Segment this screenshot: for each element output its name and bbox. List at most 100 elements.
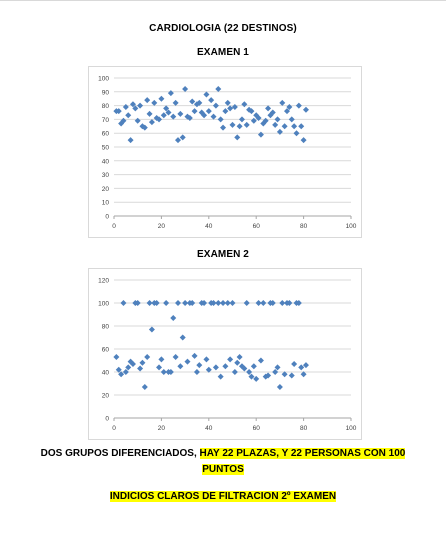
- exam2-data-point: [170, 314, 177, 321]
- exam1-data-point: [227, 105, 234, 112]
- exam1-x-tick-label: 0: [112, 223, 116, 230]
- exam1-data-point: [222, 108, 229, 115]
- exam2-data-point: [227, 356, 234, 363]
- exam1-data-point: [229, 121, 236, 128]
- exam1-data-point: [160, 112, 167, 119]
- exam1-data-point: [210, 113, 217, 120]
- exam1-data-point: [167, 90, 174, 97]
- exam2-data-point: [153, 300, 160, 306]
- exam2-data-point: [274, 364, 281, 371]
- exam1-data-point: [144, 97, 151, 104]
- exam1-data-point: [262, 117, 269, 124]
- exam2-data-point: [257, 357, 264, 364]
- exam2-data-point: [260, 300, 267, 306]
- exam2-data-point: [210, 300, 217, 306]
- exam1-data-point: [236, 123, 243, 130]
- exam1-data-point: [172, 99, 179, 106]
- exam2-data-point: [146, 300, 153, 306]
- exam1-x-tick-label: 60: [253, 223, 261, 230]
- conclusion-highlight-line2: PUNTOS: [202, 464, 244, 475]
- exam2-data-point: [174, 300, 181, 306]
- exam2-y-tick-label: 120: [98, 278, 109, 285]
- exam1-y-tick-label: 50: [102, 145, 110, 152]
- exam2-data-point: [253, 375, 260, 382]
- exam2-data-point: [141, 383, 148, 390]
- exam1-y-tick-label: 90: [102, 89, 110, 96]
- exam1-data-point: [293, 130, 300, 137]
- exam1-data-point: [137, 102, 144, 109]
- exam1-data-point: [217, 116, 224, 123]
- exam1-data-point: [201, 112, 208, 119]
- exam2-data-point: [248, 373, 255, 380]
- exam1-data-point: [182, 86, 189, 93]
- exam2-data-point: [246, 369, 253, 375]
- exam2-data-point: [172, 354, 179, 361]
- exam2-y-tick-label: 0: [105, 416, 109, 423]
- exam2-x-tick-label: 20: [158, 425, 166, 432]
- exam2-data-point: [205, 366, 212, 373]
- document-title: CARDIOLOGIA (22 DESTINOS): [149, 23, 297, 34]
- exam1-data-point: [134, 117, 141, 124]
- exam2-data-point: [196, 362, 203, 369]
- exam2-x-tick-label: 100: [346, 425, 357, 432]
- exam1-data-point: [248, 108, 255, 115]
- exam2-data-point: [302, 362, 309, 369]
- exam2-x-tick-label: 60: [253, 425, 261, 432]
- exam1-data-point: [284, 108, 291, 115]
- exam1-data-point: [120, 117, 127, 124]
- exam2-data-point: [298, 364, 305, 371]
- exam1-data-point: [250, 117, 257, 124]
- exam1-y-tick-label: 0: [105, 214, 109, 221]
- indicator-text: INDICIOS CLAROS DE FILTRACION 2º EXAMEN: [20, 489, 426, 505]
- exam2-data-point: [291, 360, 298, 367]
- exam2-data-point: [243, 300, 250, 306]
- exam1-data-point: [234, 134, 241, 141]
- exam1-data-point: [177, 110, 184, 117]
- exam2-data-point: [118, 371, 125, 378]
- exam1-data-point: [186, 115, 193, 122]
- exam2-data-point: [265, 372, 272, 379]
- exam2-data-point: [113, 354, 120, 361]
- exam2-data-point: [191, 352, 198, 359]
- exam1-x-tick-label: 80: [300, 223, 308, 230]
- exam1-data-point: [276, 128, 283, 135]
- exam2-y-tick-label: 60: [102, 347, 110, 354]
- exam1-data-point: [291, 123, 298, 130]
- exam2-data-point: [148, 326, 155, 333]
- exam1-data-point: [205, 108, 212, 115]
- exam1-y-tick-label: 80: [102, 103, 110, 110]
- exam2-data-point: [201, 300, 208, 306]
- exam1-x-tick-label: 20: [158, 223, 166, 230]
- exam1-data-point: [300, 137, 307, 144]
- exam2-data-point: [215, 300, 222, 306]
- exam1-data-point: [274, 116, 281, 123]
- exam1-heading: EXAMEN 1: [197, 47, 249, 58]
- exam1-y-tick-label: 100: [98, 76, 109, 83]
- exam1-data-point: [281, 123, 288, 130]
- exam2-data-point: [295, 300, 302, 306]
- exam2-data-point: [288, 372, 295, 379]
- exam2-data-point: [189, 300, 196, 306]
- exam2-data-point: [167, 369, 174, 375]
- exam2-data-point: [276, 383, 283, 390]
- exam1-y-tick-label: 30: [102, 172, 110, 179]
- exam2-data-point: [163, 300, 170, 306]
- exam1-data-point: [286, 103, 293, 110]
- exam1-data-point: [165, 109, 172, 116]
- exam2-data-point: [193, 369, 200, 375]
- exam1-data-point: [179, 134, 186, 141]
- exam1-data-point: [279, 99, 286, 106]
- exam1-data-point: [196, 99, 203, 106]
- exam1-data-point: [208, 97, 215, 104]
- exam1-data-point: [163, 105, 170, 112]
- exam1-data-point: [220, 124, 227, 131]
- exam1-data-point: [139, 123, 146, 130]
- exam2-x-tick-label: 80: [300, 425, 308, 432]
- conclusion-text: DOS GRUPOS DIFERENCIADOS, HAY 22 PLAZAS,…: [20, 446, 426, 478]
- exam2-data-point: [241, 365, 248, 372]
- exam2-data-point: [158, 356, 165, 363]
- exam1-data-point: [189, 98, 196, 105]
- exam2-y-tick-label: 100: [98, 301, 109, 308]
- exam2-data-point: [231, 369, 238, 375]
- exam2-data-point: [184, 358, 191, 365]
